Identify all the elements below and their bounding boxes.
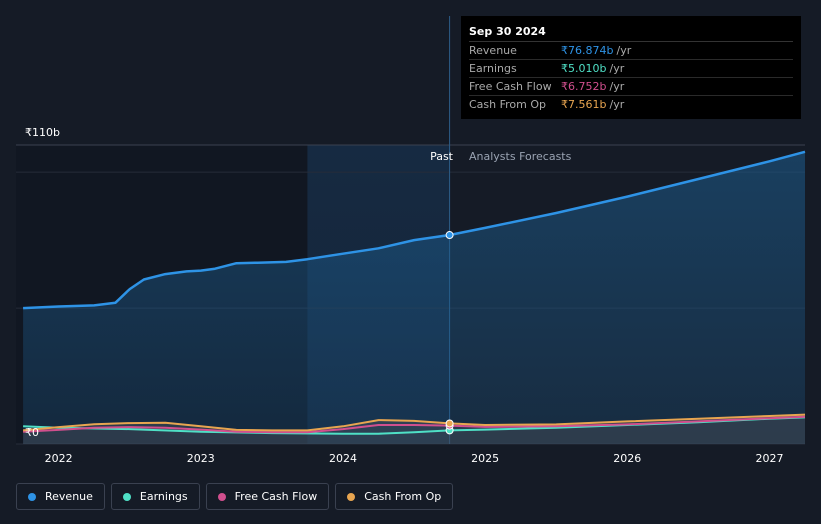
tooltip-row-cash-from-op: Cash From Op ₹7.561b /yr xyxy=(469,96,793,113)
legend-label: Revenue xyxy=(45,490,93,503)
tooltip-unit: /yr xyxy=(609,80,625,93)
series-line-cash-from-op xyxy=(23,413,806,432)
tooltip-unit: /yr xyxy=(609,62,625,75)
legend-dot-icon xyxy=(28,492,36,501)
tooltip-label: Revenue xyxy=(469,44,517,57)
x-tick-label: 2027 xyxy=(755,452,783,465)
tooltip-row-earnings: Earnings ₹5.010b /yr xyxy=(469,60,793,78)
x-tick-label: 2025 xyxy=(471,452,499,465)
series-line-free-cash-flow xyxy=(23,415,806,434)
legend-dot-icon xyxy=(217,492,226,501)
tooltip-unit: /yr xyxy=(609,98,625,111)
tooltip-date: Sep 30 2024 xyxy=(469,24,793,42)
x-tick-label: 2022 xyxy=(45,452,73,465)
legend-item-cash-from-op[interactable]: Cash From Op xyxy=(335,483,454,510)
series-line-revenue xyxy=(23,150,806,310)
y-label-bottom: ₹0 xyxy=(25,426,39,439)
x-tick-label: 2024 xyxy=(329,452,357,465)
legend-item-revenue[interactable]: Revenue xyxy=(16,483,105,510)
tooltip-value: ₹6.752b xyxy=(561,80,607,93)
tooltip-label: Earnings xyxy=(469,62,517,75)
y-label-top: ₹110b xyxy=(25,126,60,139)
tooltip-label: Free Cash Flow xyxy=(469,80,552,93)
legend-label: Free Cash Flow xyxy=(234,490,318,503)
tooltip-label: Cash From Op xyxy=(469,98,547,111)
marker-cash-from-op xyxy=(445,419,454,428)
legend: Revenue Earnings Free Cash Flow Cash Fro… xyxy=(16,483,454,510)
tooltip-value: ₹76.874b xyxy=(561,44,614,57)
forecast-label: Analysts Forecasts xyxy=(469,150,572,163)
legend-item-earnings[interactable]: Earnings xyxy=(110,483,200,510)
tooltip-unit: /yr xyxy=(616,44,632,57)
x-tick-label: 2023 xyxy=(187,452,215,465)
legend-label: Earnings xyxy=(139,490,188,503)
tooltip-row-revenue: Revenue ₹76.874b /yr xyxy=(469,42,793,60)
tooltip: Sep 30 2024 Revenue ₹76.874b /yr Earning… xyxy=(461,16,801,119)
tooltip-row-free-cash-flow: Free Cash Flow ₹6.752b /yr xyxy=(469,78,793,96)
cash-area xyxy=(23,414,806,444)
tooltip-value: ₹5.010b xyxy=(561,62,607,75)
x-tick-label: 2026 xyxy=(613,452,641,465)
legend-label: Cash From Op xyxy=(364,490,442,503)
tooltip-value: ₹7.561b xyxy=(561,98,607,111)
legend-item-free-cash-flow[interactable]: Free Cash Flow xyxy=(205,483,330,510)
legend-dot-icon xyxy=(347,492,356,501)
legend-dot-icon xyxy=(122,492,131,501)
past-label: Past xyxy=(430,150,454,163)
marker-revenue xyxy=(445,231,454,240)
revenue-area xyxy=(23,151,806,445)
